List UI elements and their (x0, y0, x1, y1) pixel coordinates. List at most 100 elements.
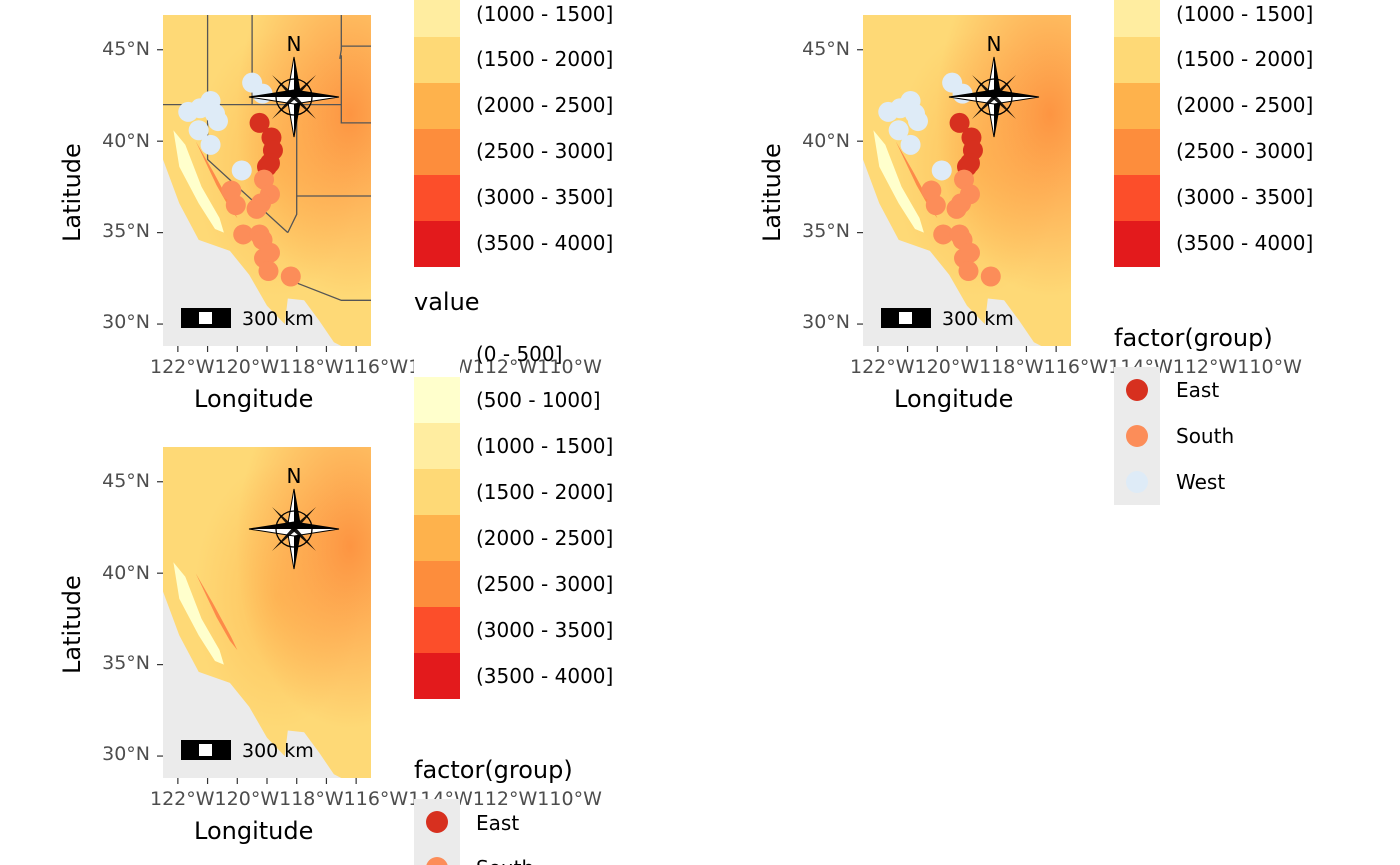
north-arrow-half (249, 90, 339, 97)
legend-swatch (414, 221, 460, 267)
legend-key-east (414, 799, 460, 845)
y-tick-label: 35°N (102, 652, 150, 674)
legend-dot (1126, 471, 1148, 493)
map-plot-area: N 300 km (157, 15, 371, 352)
legend-title: factor(group) (1114, 324, 1273, 352)
map-panel-bottom-left: N 300 km 45°N 40°N 35°N 30°N 122°W120°W11… (0, 432, 602, 865)
boundary-line (287, 104, 298, 233)
legend-label: (3500 - 4000] (476, 231, 614, 255)
legend-swatch (414, 607, 460, 653)
legend-label: (1500 - 2000] (1176, 47, 1314, 71)
legend-key-east (1114, 367, 1160, 413)
legend-label: (500 - 1000] (476, 388, 601, 412)
scale-bar-segment (199, 744, 212, 756)
data-point-south (258, 261, 279, 282)
legend-dot (426, 811, 448, 833)
north-arrow-ring (275, 510, 313, 548)
north-label: N (287, 32, 302, 56)
map-panel-top-right: N 300 km 45°N 40°N 35°N 30°N 122°W120°W11… (700, 0, 1302, 432)
data-point-south (925, 195, 946, 216)
north-arrow-ring (275, 78, 313, 116)
y-tick-label: 45°N (802, 38, 850, 60)
data-point-south (959, 242, 980, 263)
legend-label: (2500 - 3000] (476, 139, 614, 163)
data-point-west (888, 120, 909, 141)
y-tick-label: 40°N (102, 562, 150, 584)
group-legend-top-right: factor(group) East South West (1114, 320, 1394, 510)
legend-swatch (414, 175, 460, 221)
legend-swatch (414, 561, 460, 607)
north-arrow-diag (272, 507, 316, 551)
boundary-line (339, 15, 342, 60)
legend-label: (3500 - 4000] (1176, 231, 1314, 255)
north-arrow-icon: N (248, 464, 340, 570)
legend-swatch (414, 83, 460, 129)
legend-label: (3000 - 3500] (476, 185, 614, 209)
y-tick-label: 45°N (102, 470, 150, 492)
legend-label: South (1176, 424, 1235, 448)
north-arrow-ring (975, 78, 1013, 116)
scale-bar: 300 km (181, 740, 314, 762)
legend-label: (3000 - 3500] (476, 618, 614, 642)
legend-label: (2000 - 2500] (1176, 93, 1314, 117)
scale-bar-segment (199, 312, 212, 324)
x-tick-labels: 122°W120°W118°W116°W114°W112°W110°W (150, 788, 602, 810)
north-arrow-half (949, 90, 1039, 97)
data-point-east (249, 112, 270, 133)
north-label: N (287, 464, 302, 488)
x-axis-title: Longitude (194, 385, 314, 413)
legend-swatch (1114, 129, 1160, 175)
map-plot-area: N 300 km (157, 447, 371, 784)
legend-label: (2000 - 2500] (476, 93, 614, 117)
y-axis-title: Latitude (58, 575, 86, 674)
data-point-south (225, 195, 246, 216)
legend-label: East (1176, 378, 1220, 402)
legend-swatch (1114, 83, 1160, 129)
central-valley (173, 562, 224, 665)
central-valley (173, 130, 224, 233)
scale-bar-label: 300 km (242, 740, 314, 762)
legend-label: East (476, 811, 520, 835)
legend-label: (2000 - 2500] (476, 526, 614, 550)
legend-swatch (414, 37, 460, 83)
legend-swatch (414, 469, 460, 515)
legend-label: (1000 - 1500] (1176, 2, 1314, 26)
x-tick-labels: 122°W120°W118°W116°W114°W112°W110°W (850, 356, 1302, 378)
legend-label: (1000 - 1500] (476, 434, 614, 458)
north-arrow-icon: N (248, 32, 340, 138)
map-plot-area: N 300 km (857, 15, 1071, 352)
sierra-ridge (195, 573, 238, 650)
north-arrow-half (249, 522, 339, 529)
scale-bar-label: 300 km (242, 308, 314, 330)
boundary-line (340, 55, 371, 124)
legend-key-south (1114, 413, 1160, 459)
data-point-west (907, 111, 928, 132)
data-point-south (933, 224, 954, 245)
data-point-west (188, 120, 209, 141)
elevation-legend-top-left: (1000 - 1500] (1500 - 2000] (2000 - 2500… (414, 0, 694, 270)
scale-bar: 300 km (881, 308, 1014, 330)
legend-swatch (1114, 0, 1160, 38)
y-tick-label: 35°N (102, 220, 150, 242)
legend-label: (1500 - 2000] (476, 480, 614, 504)
y-tick-label: 45°N (102, 38, 150, 60)
legend-swatch (1114, 37, 1160, 83)
data-point-west (231, 160, 252, 181)
x-tick-labels: 122°W120°W118°W116°W114°W112°W110°W (150, 356, 602, 378)
scale-bar: 300 km (181, 308, 314, 330)
y-tick-label: 30°N (102, 311, 150, 333)
group-legend-bottom: factor(group) East South (414, 752, 694, 865)
y-axis-title: Latitude (758, 143, 786, 242)
legend-swatch (414, 331, 460, 377)
legend-swatch (1114, 175, 1160, 221)
legend-swatch (1114, 221, 1160, 267)
data-point-east (949, 112, 970, 133)
y-tick-label: 40°N (802, 130, 850, 152)
data-point-west (207, 111, 228, 132)
data-point-south (259, 242, 280, 263)
scale-bar-segment (899, 312, 912, 324)
ocean (163, 159, 342, 346)
legend-swatch (414, 377, 460, 423)
ocean (163, 591, 342, 778)
ocean (863, 159, 1042, 346)
